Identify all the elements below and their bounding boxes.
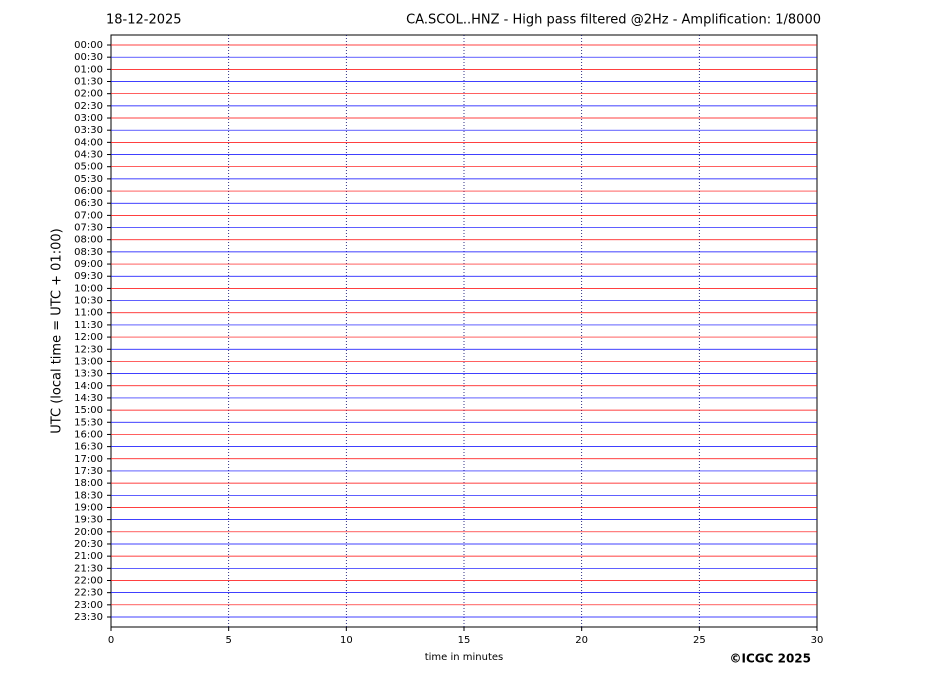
x-tick-label: 20 [575, 635, 588, 646]
y-tick-label: 12:30 [74, 344, 103, 355]
y-tick-label: 22:00 [74, 575, 103, 586]
y-tick-label: 00:00 [74, 40, 103, 51]
x-tick-label: 0 [108, 635, 114, 646]
y-tick-label: 16:00 [74, 429, 103, 440]
y-tick-label: 21:00 [74, 551, 103, 562]
y-tick-label: 13:30 [74, 369, 103, 380]
y-tick-label: 19:30 [74, 515, 103, 526]
y-tick-label: 07:30 [74, 223, 103, 234]
y-tick-label: 06:00 [74, 186, 103, 197]
x-tick-label: 10 [340, 635, 353, 646]
chart-title: CA.SCOL..HNZ - High pass filtered @2Hz -… [406, 13, 821, 28]
y-tick-label: 20:00 [74, 527, 103, 538]
y-tick-label: 12:00 [74, 332, 103, 343]
y-tick-label: 15:30 [74, 417, 103, 428]
y-tick-label: 01:00 [74, 64, 103, 75]
y-tick-label: 15:00 [74, 405, 103, 416]
x-tick-label: 30 [811, 635, 824, 646]
y-tick-label: 00:30 [74, 52, 103, 63]
y-tick-label: 08:00 [74, 235, 103, 246]
y-tick-label: 23:30 [74, 612, 103, 623]
x-tick-label: 5 [225, 635, 231, 646]
x-axis-label: time in minutes [425, 652, 504, 663]
y-tick-label: 02:00 [74, 89, 103, 100]
credit: ©ICGC 2025 [729, 652, 811, 666]
y-tick-label: 06:30 [74, 198, 103, 209]
y-tick-label: 09:30 [74, 271, 103, 282]
y-tick-label: 19:00 [74, 502, 103, 513]
y-tick-label: 05:30 [74, 174, 103, 185]
y-tick-label: 03:00 [74, 113, 103, 124]
y-tick-label: 08:30 [74, 247, 103, 258]
x-tick-label: 15 [458, 635, 471, 646]
y-tick-label: 18:00 [74, 478, 103, 489]
x-tick-label: 25 [693, 635, 706, 646]
y-tick-label: 03:30 [74, 125, 103, 136]
y-axis-label: UTC (local time = UTC + 01:00) [50, 228, 65, 433]
date: 18-12-2025 [106, 13, 182, 28]
y-tick-label: 14:30 [74, 393, 103, 404]
y-tick-label: 02:30 [74, 101, 103, 112]
y-tick-label: 20:30 [74, 539, 103, 550]
y-tick-label: 13:00 [74, 356, 103, 367]
y-tick-label: 17:00 [74, 454, 103, 465]
y-tick-label: 23:00 [74, 600, 103, 611]
y-tick-label: 16:30 [74, 442, 103, 453]
y-tick-label: 09:00 [74, 259, 103, 270]
y-tick-label: 10:00 [74, 283, 103, 294]
y-tick-label: 22:30 [74, 588, 103, 599]
y-tick-label: 04:00 [74, 137, 103, 148]
y-tick-label: 11:30 [74, 320, 103, 331]
y-tick-label: 18:30 [74, 490, 103, 501]
y-tick-label: 04:30 [74, 150, 103, 161]
y-tick-label: 21:30 [74, 563, 103, 574]
y-tick-label: 17:30 [74, 466, 103, 477]
y-tick-label: 11:00 [74, 308, 103, 319]
y-tick-label: 01:30 [74, 77, 103, 88]
y-tick-label: 05:00 [74, 162, 103, 173]
y-tick-label: 07:00 [74, 210, 103, 221]
y-tick-label: 14:00 [74, 381, 103, 392]
y-tick-label: 10:30 [74, 296, 103, 307]
